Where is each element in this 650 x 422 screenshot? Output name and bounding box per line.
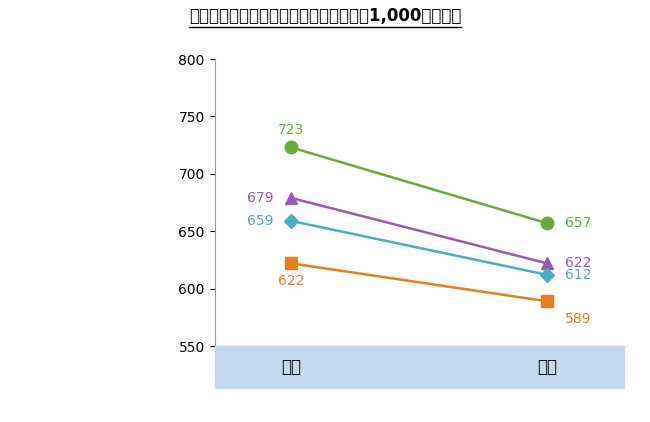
Text: あり: あり <box>281 358 302 376</box>
Text: 612: 612 <box>565 268 592 282</box>
Text: スタッフとの接触の有無と総合満足度（1,000点満点）: スタッフとの接触の有無と総合満足度（1,000点満点） <box>188 7 462 25</box>
Text: なし: なし <box>537 358 557 376</box>
Text: 679: 679 <box>247 191 274 205</box>
Text: 589: 589 <box>565 311 592 326</box>
Text: 659: 659 <box>247 214 274 228</box>
Text: 723: 723 <box>278 123 304 137</box>
Text: 622: 622 <box>278 274 304 288</box>
Text: 657: 657 <box>565 216 592 230</box>
Text: 622: 622 <box>565 257 592 271</box>
